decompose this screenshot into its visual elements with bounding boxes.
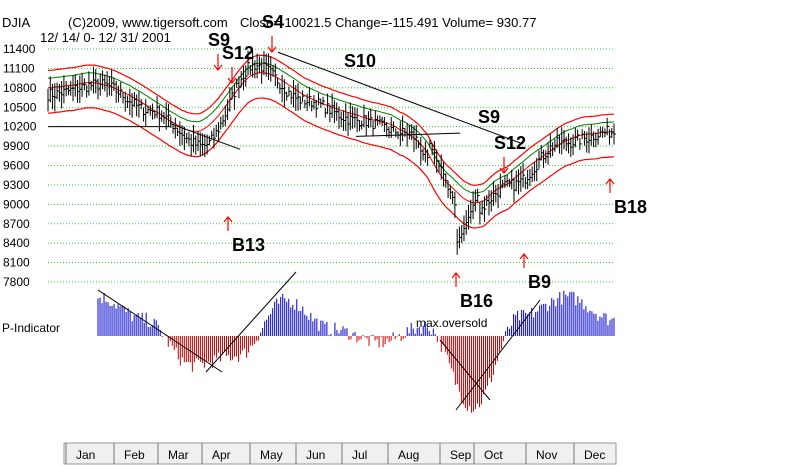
y-tick-label: 11400 xyxy=(3,42,36,56)
lower-band xyxy=(48,97,615,229)
month-label: Jun xyxy=(306,448,325,462)
month-label: Sep xyxy=(450,448,472,462)
p-indicator-label: P-Indicator xyxy=(2,321,60,335)
mid-band xyxy=(48,72,615,204)
month-label: Jul xyxy=(352,448,367,462)
month-axis-box xyxy=(63,442,617,465)
indicator-trend-line xyxy=(439,339,491,401)
symbol-label: DJIA xyxy=(2,15,31,30)
signal-arrow-up xyxy=(519,253,529,268)
upper-band xyxy=(47,54,615,186)
signal-arrow-down xyxy=(227,67,237,84)
month-label: Aug xyxy=(398,448,419,462)
p-indicator-bars xyxy=(97,290,615,413)
stats-label: Close= 10021.5 Change=-115.491 Volume= 9… xyxy=(240,15,536,30)
signal-arrow-down xyxy=(499,157,509,174)
signal-s10: S10 xyxy=(344,51,376,71)
indicator-trend-line xyxy=(205,271,297,373)
signal-arrow-up xyxy=(223,216,233,231)
y-tick-label: 11100 xyxy=(3,61,35,75)
signal-s9: S9 xyxy=(208,30,230,50)
signal-s4: S4 xyxy=(262,12,284,32)
month-label: Oct xyxy=(484,448,503,462)
month-label: May xyxy=(260,448,283,462)
copyright-label: (C)2009, www.tigersoft.com xyxy=(68,15,228,30)
signal-s9: S9 xyxy=(478,107,500,127)
price-bars xyxy=(47,50,616,255)
y-tick-label: 9300 xyxy=(3,178,30,192)
y-tick-label: 7800 xyxy=(3,275,30,289)
y-tick-label: 9000 xyxy=(3,197,30,211)
y-axis-ticks: 11400 11100 10800 10500 10200 9900 9600 9300 900… xyxy=(3,42,37,289)
month-label: Mar xyxy=(168,448,189,462)
signal-s12: S12 xyxy=(494,133,526,153)
month-label: Dec xyxy=(584,448,605,462)
signal-b9: B9 xyxy=(528,272,551,292)
y-tick-label: 10500 xyxy=(3,100,37,114)
y-tick-label: 8100 xyxy=(3,256,30,270)
signal-b18: B18 xyxy=(614,197,647,217)
signal-arrow-up xyxy=(451,272,461,287)
y-tick-label: 8700 xyxy=(3,217,30,231)
signal-b16: B16 xyxy=(460,291,493,311)
indicator-trend-line xyxy=(455,299,541,411)
max-oversold-label: max.oversold xyxy=(416,316,487,330)
month-label: Jan xyxy=(76,448,95,462)
green-band xyxy=(48,62,615,194)
y-tick-label: 9600 xyxy=(3,159,30,173)
month-label: Apr xyxy=(212,448,231,462)
month-label: Nov xyxy=(536,448,557,462)
y-tick-label: 9900 xyxy=(3,139,30,153)
indicator-trend-lines xyxy=(97,271,541,411)
y-tick-label: 10200 xyxy=(3,120,37,134)
signal-b13: B13 xyxy=(232,235,265,255)
signal-arrow-down xyxy=(213,54,223,71)
trend-line xyxy=(277,51,521,144)
month-axis: Jan Feb Mar Apr May Jun Jul Aug Sep Oct Nov Dec xyxy=(63,442,617,465)
signal-s12: S12 xyxy=(222,43,254,63)
month-label: Feb xyxy=(124,448,145,462)
indicator-trend-line xyxy=(97,289,223,373)
date-range-label: 12/ 14/ 0- 12/ 31/ 2001 xyxy=(40,30,171,45)
y-tick-label: 8400 xyxy=(3,236,30,250)
price-bands xyxy=(47,54,615,229)
signal-arrow-down xyxy=(267,36,277,53)
y-tick-label: 10800 xyxy=(3,81,37,95)
signal-arrow-up xyxy=(605,178,615,193)
